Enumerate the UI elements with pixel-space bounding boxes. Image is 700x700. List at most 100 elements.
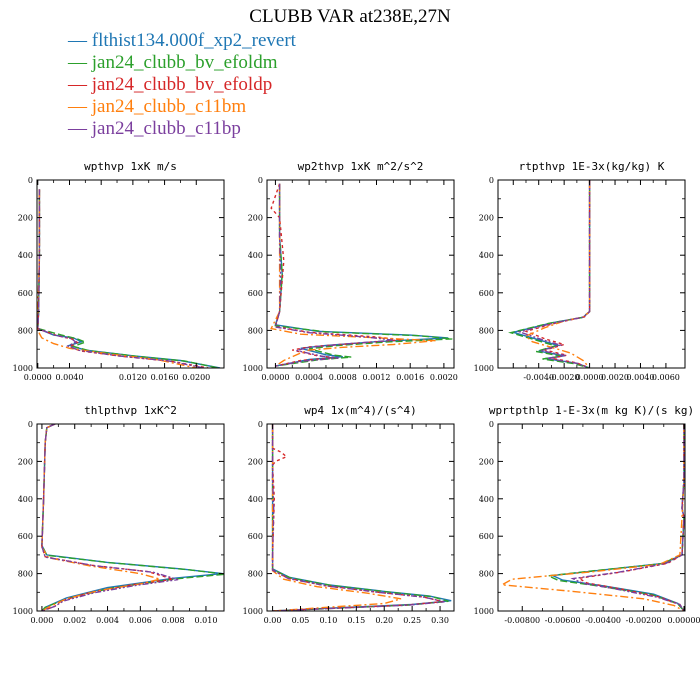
panel-title: wp4 1x(m^4)/(s^4) [304,404,417,417]
series-line-5 [271,424,445,611]
x-tick-label: 0.00 [264,616,282,625]
y-tick-label: 400 [248,251,263,260]
panel-2: wp2thvp 1xK m^2/s^2020040060080010000.00… [243,160,458,382]
series-line-3 [271,424,443,611]
plot-frame [497,423,686,612]
legend-dash: — [68,74,92,95]
y-tick-label: 0 [258,176,263,185]
legend-entry-1: — flthist134.000f_xp2_revert [68,30,296,52]
y-tick-label: 0 [28,176,33,185]
series-line-2 [545,424,685,611]
legend: — flthist134.000f_xp2_revert — jan24_clu… [68,30,296,140]
x-tick-label: 0.00000 [667,616,700,625]
x-tick-label: 0.002 [63,616,86,625]
series-line-1 [274,183,449,367]
y-tick-label: 0 [28,420,33,429]
series-line-5 [41,424,179,611]
series-line-2 [274,183,453,367]
y-tick-label: 400 [479,251,494,260]
x-tick-label: 0.0000 [576,373,604,382]
y-tick-label: 0 [489,420,494,429]
y-tick-label: 400 [248,495,263,504]
series-line-5 [37,189,205,368]
y-tick-label: 1000 [243,607,263,616]
x-tick-label: 0.006 [129,616,152,625]
legend-entry-3: — jan24_clubb_bv_efoldp [68,74,296,96]
y-tick-label: 400 [18,251,33,260]
x-tick-label: 0.10 [319,616,337,625]
x-tick-label: 0.0016 [396,373,424,382]
series-line-5 [274,183,394,367]
x-tick-label: -0.00600 [545,616,581,625]
plot-frame [497,179,686,369]
legend-entry-4: — jan24_clubb_c11bm [68,96,296,118]
series-line-3 [270,183,402,367]
panel-title: wprtpthlp 1-E-3x(m kg K)/(s kg) [489,404,694,417]
x-tick-label: 0.0000 [24,373,52,382]
panel-3: rtpthvp 1E-3x(kg/kg) K 0 200 400 600 800 1000 -… [474,160,686,382]
x-tick-label: -0.0020 [549,373,580,382]
series-line-4 [41,424,163,611]
series-line-2 [37,189,219,368]
series-line-3 [37,189,209,368]
y-tick-label: 200 [18,214,33,223]
panel-title: thlpthvp 1xK^2 [84,404,177,417]
x-tick-label: -0.00400 [585,616,621,625]
series-line-1 [510,180,591,368]
series-line-5 [570,424,685,611]
series-line-2 [271,424,449,611]
y-tick-label: 600 [479,289,494,298]
y-tick-label: 600 [18,289,33,298]
y-tick-label: 800 [248,326,263,335]
x-tick-label: 0.0200 [182,373,210,382]
x-tick-label: 0.000 [30,616,53,625]
x-tick-label: 0.20 [375,616,393,625]
x-tick-label: 0.0060 [652,373,680,382]
series-line-4 [271,424,402,611]
series-line-1 [37,189,221,368]
x-tick-label: 0.008 [162,616,185,625]
plot-frame [36,179,225,369]
y-tick-label: 600 [248,532,263,541]
y-tick-label: 800 [18,326,33,335]
y-tick-label: 800 [479,570,494,579]
x-tick-label: 0.0012 [363,373,391,382]
y-tick-label: 1000 [474,364,494,373]
panel-6: wprtpthlp 1-E-3x(m kg K)/(s kg) 0 200 400 60… [474,404,700,625]
y-tick-label: 800 [479,326,494,335]
y-tick-label: 800 [18,570,33,579]
y-tick-label: 200 [248,214,263,223]
x-tick-label: 0.0040 [55,373,83,382]
series-line-4 [499,424,685,611]
x-tick-label: 0.0008 [329,373,357,382]
legend-label: jan24_clubb_bv_efoldp [91,74,273,95]
x-tick-label: 0.0004 [295,373,323,382]
y-tick-label: 1000 [13,607,33,616]
legend-label: jan24_clubb_c11bm [91,96,247,117]
y-tick-label: 600 [479,532,494,541]
series-line-5 [517,180,591,368]
y-tick-label: 0 [489,176,494,185]
y-tick-label: 0 [258,420,263,429]
legend-entry-5: — jan24_clubb_c11bp [68,118,296,140]
legend-dash: — [68,52,92,73]
legend-dash: — [68,30,92,51]
panel-title: wp2thvp 1xK m^2/s^2 [298,160,424,173]
y-tick-label: 1000 [243,364,263,373]
x-tick-label: 0.30 [431,616,449,625]
y-tick-label: 200 [18,457,33,466]
x-tick-label: -0.00800 [504,616,540,625]
x-tick-label: 0.25 [403,616,421,625]
legend-dash: — [68,96,92,117]
series-line-1 [41,424,223,611]
x-tick-label: 0.0020 [601,373,629,382]
y-tick-label: 1000 [474,607,494,616]
legend-dash: — [68,118,92,139]
x-tick-label: 0.010 [195,616,218,625]
legend-label: jan24_clubb_bv_efoldm [91,52,278,73]
page-title: CLUBB VAR at238E,27N [249,6,451,27]
legend-label: jan24_clubb_c11bp [91,118,241,139]
